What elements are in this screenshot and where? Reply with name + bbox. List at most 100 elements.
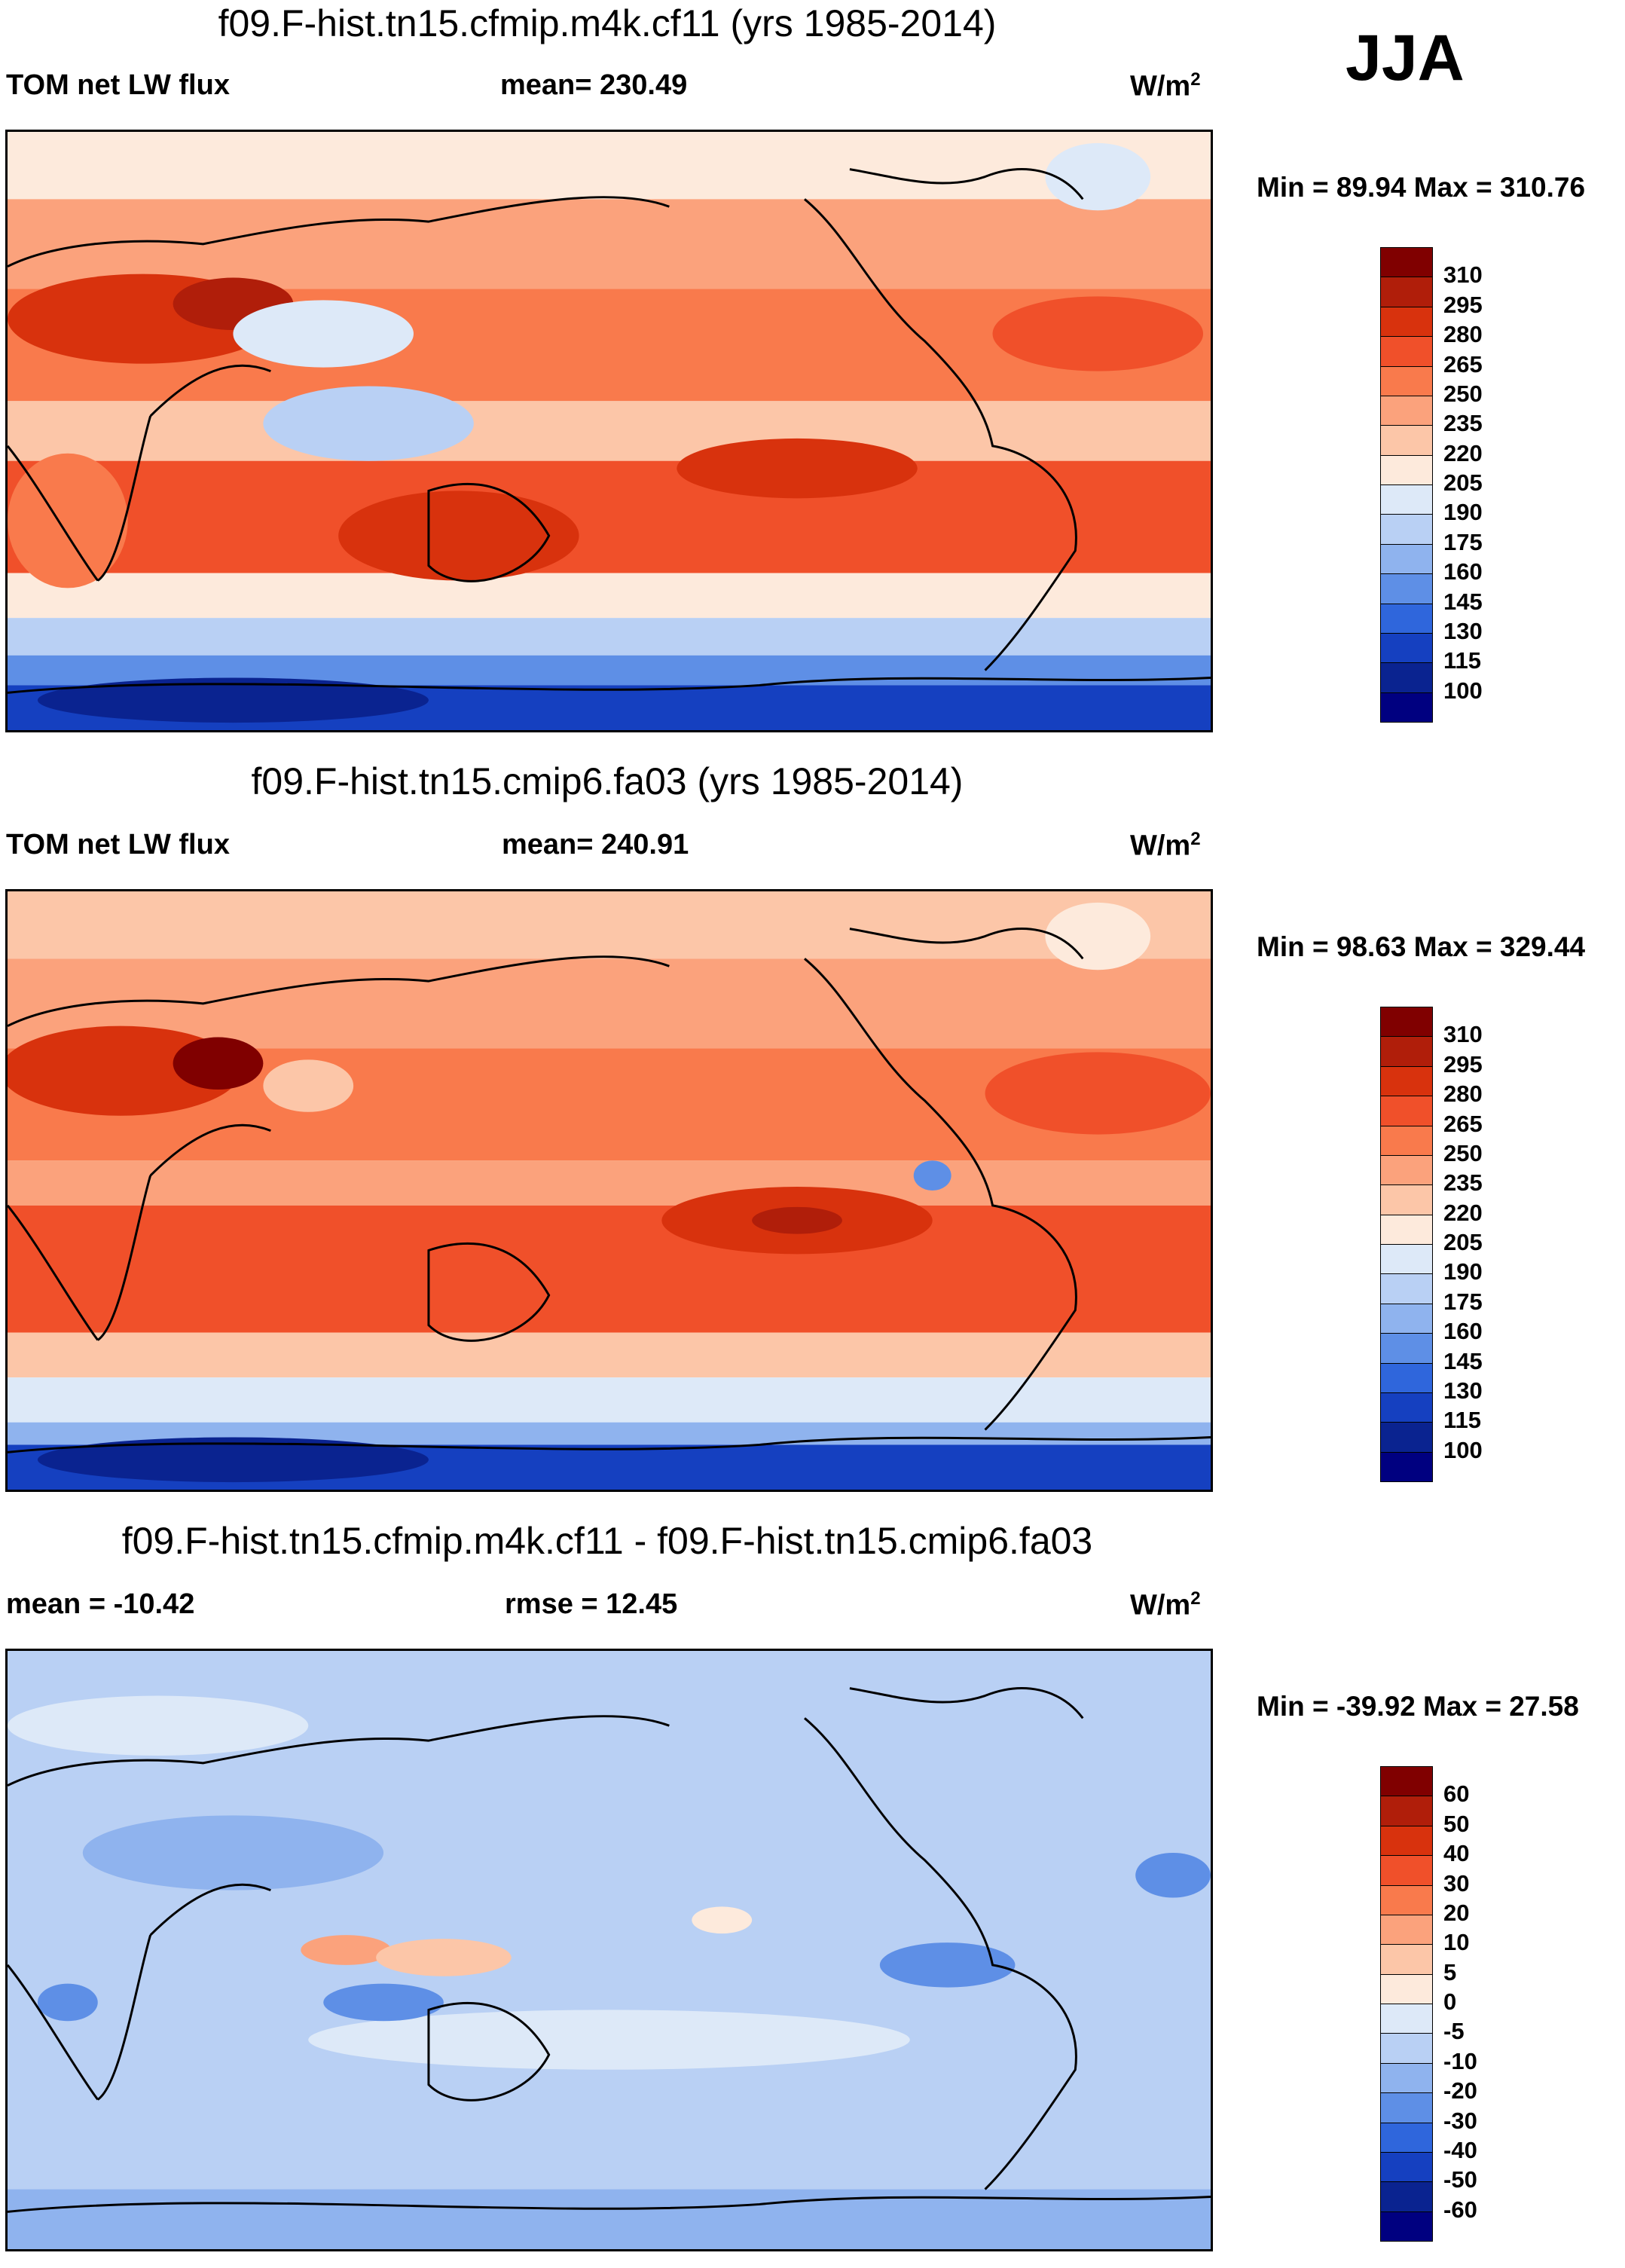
antarctica-deep bbox=[37, 1437, 429, 1483]
colorbar-tick-label: 205 bbox=[1443, 469, 1483, 496]
colorbar-tick-label: 50 bbox=[1443, 1810, 1470, 1837]
colorbar-tick-label: 160 bbox=[1443, 1318, 1483, 1345]
panel3-mean-label: mean = -10.42 bbox=[6, 1588, 195, 1620]
band-south-mid bbox=[8, 573, 1211, 619]
pacific-core bbox=[752, 1206, 842, 1234]
colorbar-cell bbox=[1380, 2181, 1433, 2212]
colorbar-tick-label: 310 bbox=[1443, 261, 1483, 289]
colorbar-tick-label: 40 bbox=[1443, 1840, 1470, 1867]
atlantic-n bbox=[985, 1052, 1211, 1135]
panel1-minmax: Min = 89.94 Max = 310.76 bbox=[1257, 172, 1586, 203]
colorbar-cell bbox=[1380, 306, 1433, 338]
colorbar-tick-label: 265 bbox=[1443, 1110, 1483, 1137]
colorbar-tick-label: 295 bbox=[1443, 1050, 1483, 1077]
diff-pacific-warm bbox=[376, 1939, 512, 1976]
colorbar-tick-label: 100 bbox=[1443, 677, 1483, 704]
colorbar-cell bbox=[1380, 277, 1433, 307]
panel1-mean-label: mean= 230.49 bbox=[500, 69, 688, 101]
colorbar-cell bbox=[1380, 1214, 1433, 1245]
colorbar-tick-label: -60 bbox=[1443, 2196, 1477, 2223]
india-cold bbox=[233, 300, 414, 368]
colorbar-tick-label: -50 bbox=[1443, 2166, 1477, 2193]
panel2-title: f09.F-hist.tn15.cmip6.fa03 (yrs 1985-201… bbox=[251, 760, 964, 802]
colorbar-tick-label: 30 bbox=[1443, 1869, 1470, 1897]
panel3-rmse-label: rmse = 12.45 bbox=[505, 1588, 678, 1620]
colorbar-cell bbox=[1380, 2151, 1433, 2183]
colorbar-cell bbox=[1380, 692, 1433, 723]
indo-cold bbox=[263, 386, 474, 461]
colorbar-tick-label: 250 bbox=[1443, 1139, 1483, 1166]
colorbar-cell bbox=[1380, 484, 1433, 515]
colorbar-cell bbox=[1380, 1884, 1433, 1915]
colorbar-cell bbox=[1380, 573, 1433, 604]
panel1-colorbar: 310 295 280 265 250 235 220 205 190 175 160 145 130 1… bbox=[1380, 247, 1483, 723]
colorbar-tick-label: -30 bbox=[1443, 2107, 1477, 2134]
colorbar-cell bbox=[1380, 1184, 1433, 1215]
colorbar-cell bbox=[1380, 336, 1433, 367]
colorbar-cell bbox=[1380, 1422, 1433, 1453]
band-itcz bbox=[8, 1160, 1211, 1206]
central-america bbox=[913, 1160, 951, 1191]
coastlines bbox=[8, 168, 1211, 694]
panel1-unit: W/m2 bbox=[1130, 69, 1201, 102]
colorbar-cell bbox=[1380, 1007, 1433, 1038]
colorbar-tick-label: -20 bbox=[1443, 2077, 1477, 2104]
band-north-mid bbox=[8, 199, 1211, 289]
colorbar-tick-label: 310 bbox=[1443, 1021, 1483, 1048]
colorbar-cell bbox=[1380, 2122, 1433, 2153]
australia bbox=[338, 491, 579, 581]
colorbar-tick-label: 250 bbox=[1443, 380, 1483, 407]
colorbar-tick-label: 175 bbox=[1443, 528, 1483, 555]
colorbar-cell bbox=[1380, 1096, 1433, 1126]
greenland bbox=[1045, 142, 1151, 211]
diff-asia bbox=[82, 1815, 384, 1891]
pacific-hot bbox=[677, 438, 918, 499]
colorbar-cell bbox=[1380, 1362, 1433, 1393]
colorbar-tick-label: 130 bbox=[1443, 617, 1483, 644]
panel2-unit: W/m2 bbox=[1130, 829, 1201, 862]
colorbar-cell bbox=[1380, 514, 1433, 545]
colorbar-cell bbox=[1380, 2033, 1433, 2064]
diff-indo-warm bbox=[301, 1935, 392, 1965]
colorbar-tick-label: 10 bbox=[1443, 1929, 1470, 1956]
colorbar-tick-label: 20 bbox=[1443, 1899, 1470, 1926]
band-south-mid bbox=[8, 1332, 1211, 1378]
colorbar-cell bbox=[1380, 247, 1433, 278]
colorbar-tick-label: -5 bbox=[1443, 2018, 1465, 2045]
colorbar-cell bbox=[1380, 1944, 1433, 1975]
colorbar-tick-label: -40 bbox=[1443, 2136, 1477, 2163]
colorbar-tick-label: 280 bbox=[1443, 1081, 1483, 1108]
band-itcz bbox=[8, 401, 1211, 461]
panel3-unit: W/m2 bbox=[1130, 1588, 1201, 1622]
panel1-map bbox=[5, 130, 1213, 732]
colorbar-cell bbox=[1380, 1125, 1433, 1156]
colorbar-tick-label: 0 bbox=[1443, 1988, 1457, 2015]
colorbar-tick-label: 190 bbox=[1443, 1258, 1483, 1285]
colorbar-cell bbox=[1380, 2092, 1433, 2123]
colorbar-cell bbox=[1380, 2004, 1433, 2034]
colorbar-cell bbox=[1380, 1973, 1433, 2004]
colorbar-cell bbox=[1380, 425, 1433, 456]
panel1-map-svg bbox=[8, 132, 1211, 730]
colorbar-tick-label: 130 bbox=[1443, 1377, 1483, 1404]
season-label: JJA bbox=[1346, 22, 1465, 94]
panel3-map-svg bbox=[8, 1651, 1211, 2249]
colorbar-tick-label: 280 bbox=[1443, 321, 1483, 348]
colorbar-tick-label: -10 bbox=[1443, 2047, 1477, 2074]
band-arctic bbox=[8, 891, 1211, 959]
band-arctic bbox=[8, 132, 1211, 200]
colorbar-cell bbox=[1380, 1855, 1433, 1886]
colorbar-cell bbox=[1380, 1766, 1433, 1797]
band-southern-ocean bbox=[8, 618, 1211, 656]
colorbar-cell bbox=[1380, 365, 1433, 396]
colorbar-tick-label: 190 bbox=[1443, 499, 1483, 526]
colorbar-tick-label: 145 bbox=[1443, 588, 1483, 615]
colorbar-tick-label: 235 bbox=[1443, 1169, 1483, 1197]
atlantic-n bbox=[992, 296, 1204, 371]
colorbar-tick-label: 160 bbox=[1443, 558, 1483, 585]
panel1-variable-label: TOM net LW flux bbox=[6, 69, 230, 101]
colorbar-tick-label: 220 bbox=[1443, 1199, 1483, 1226]
colorbar-tick-label: 220 bbox=[1443, 439, 1483, 466]
panel1-title: f09.F-hist.tn15.cfmip.m4k.cf11 (yrs 1985… bbox=[218, 2, 997, 44]
colorbar-cell bbox=[1380, 2211, 1433, 2242]
